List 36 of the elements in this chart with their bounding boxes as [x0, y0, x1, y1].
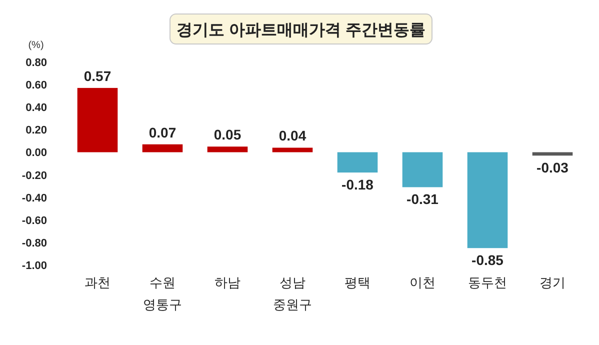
y-tick-label: -0.60 — [22, 214, 47, 227]
y-tick-label: 0.40 — [26, 102, 47, 114]
bar — [142, 144, 183, 152]
chart-title: 경기도 아파트매매가격 주간변동률 — [176, 22, 426, 39]
y-tick-label: 0.60 — [26, 80, 47, 92]
bar — [77, 88, 118, 152]
y-tick-label: 0.80 — [26, 57, 47, 69]
x-tick-label: 평택 — [344, 275, 370, 290]
data-label: 0.05 — [214, 126, 242, 143]
y-tick-label: 0.20 — [26, 124, 47, 137]
data-label: -0.31 — [406, 191, 439, 208]
x-tick-label: 경기 — [540, 275, 566, 290]
data-label: 0.07 — [148, 124, 176, 140]
x-tick-label: 하남 — [214, 275, 240, 290]
x-tick-label: 이천 — [410, 275, 436, 290]
bar — [207, 146, 248, 152]
data-label: 0.57 — [84, 68, 112, 84]
x-tick-label: 동두천 — [468, 275, 507, 290]
data-label: -0.85 — [472, 252, 504, 268]
data-label: 0.04 — [278, 128, 306, 144]
bar — [532, 152, 573, 156]
x-tick-label: 과천 — [84, 275, 110, 290]
y-tick-label: -0.80 — [22, 237, 47, 250]
x-tick-label: 성남 중원구 — [273, 275, 312, 312]
y-tick-label: 0.00 — [26, 147, 47, 160]
bar — [467, 152, 508, 248]
y-tick-label: -0.40 — [22, 192, 47, 204]
data-label: -0.03 — [536, 160, 569, 176]
data-label: -0.18 — [342, 176, 374, 193]
bar — [272, 148, 313, 152]
bar — [402, 152, 443, 188]
y-tick-label: -1.00 — [22, 260, 47, 272]
bar — [337, 152, 378, 173]
y-axis-title: (%) — [28, 40, 44, 51]
x-tick-label: 수원 영통구 — [143, 275, 182, 312]
y-tick-label: -0.20 — [22, 170, 47, 182]
